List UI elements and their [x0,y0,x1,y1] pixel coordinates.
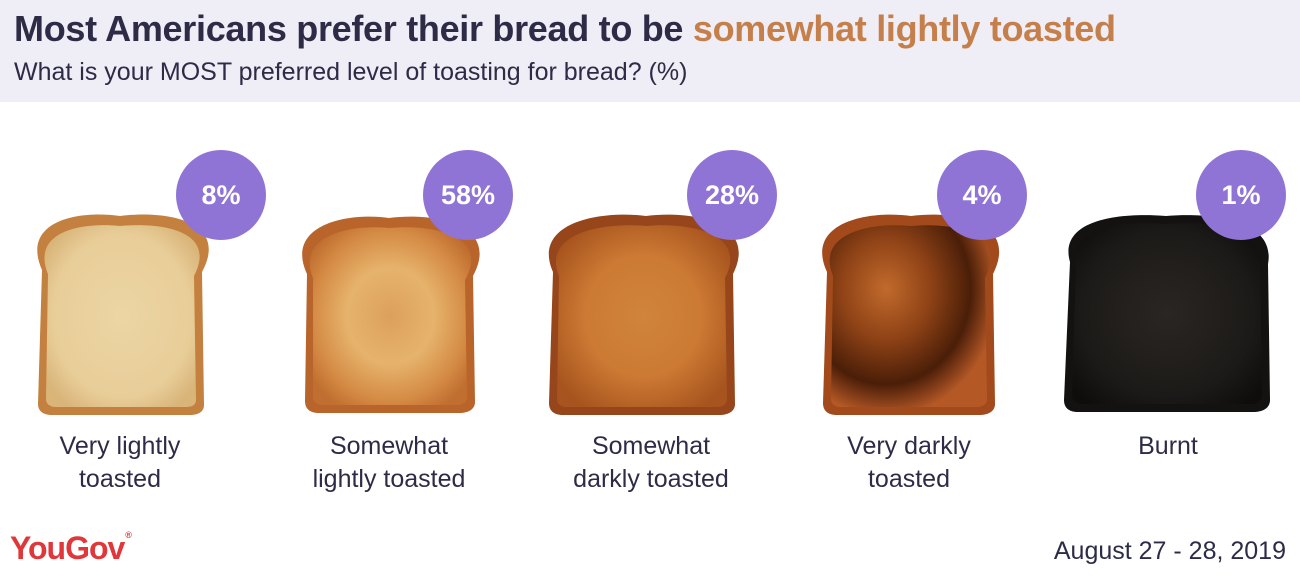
category-label-3: Somewhat darkly toasted [521,430,781,496]
toast-column-very-lightly: 8% Very lightly toasted [0,150,266,500]
value-badge-3: 28% [687,150,777,240]
toast-column-burnt: 1% Burnt [1038,150,1298,500]
toast-column-somewhat-darkly: 28% Somewhat darkly toasted [521,150,781,500]
header-banner: Most Americans prefer their bread to be … [0,0,1300,102]
value-badge-1: 8% [176,150,266,240]
toast-very-lightly-icon [37,214,209,415]
value-badge-4: 4% [937,150,1027,240]
toast-burnt-icon [1064,215,1270,412]
category-label-2-line1: Somewhat [329,432,449,460]
category-label-3-line2: darkly toasted [573,465,729,493]
toast-column-somewhat-lightly: 58% Somewhat lightly toasted [259,150,519,500]
category-label-4-line1: Very darkly [847,432,971,460]
toast-somewhat-lightly-icon [302,216,480,413]
toast-very-darkly-icon [822,214,1000,415]
category-label-5-line1: Burnt [1138,432,1198,460]
yougov-logo: YouGov® [10,530,132,567]
logo-text: YouGov [10,530,125,566]
category-label-1-line1: Very lightly [59,432,181,460]
category-label-4-line2: toasted [867,465,950,493]
value-badge-2: 58% [423,150,513,240]
chart-subtitle: What is your MOST preferred level of toa… [14,58,688,86]
toast-column-very-darkly: 4% Very darkly toasted [779,150,1039,500]
toast-crumb [44,225,200,407]
title-main: Most Americans prefer their bread to be [14,8,693,49]
category-label-2: Somewhat lightly toasted [259,430,519,496]
category-label-5: Burnt [1038,430,1298,463]
category-label-1: Very lightly toasted [0,430,250,496]
toast-somewhat-darkly-icon [548,214,739,415]
toast-crumb [309,227,472,405]
category-label-4: Very darkly toasted [779,430,1039,496]
category-label-3-line1: Somewhat [591,432,711,460]
chart-title: Most Americans prefer their bread to be … [14,8,1116,50]
toast-crumb [829,225,991,407]
title-accent: somewhat lightly toasted [692,8,1116,49]
survey-date: August 27 - 28, 2019 [1053,537,1286,565]
category-label-1-line2: toasted [78,465,161,493]
registered-mark: ® [125,530,132,540]
category-label-2-line2: lightly toasted [312,465,466,493]
toast-crumb [1072,223,1262,404]
toast-crumb [555,225,731,407]
value-badge-5: 1% [1196,150,1286,240]
